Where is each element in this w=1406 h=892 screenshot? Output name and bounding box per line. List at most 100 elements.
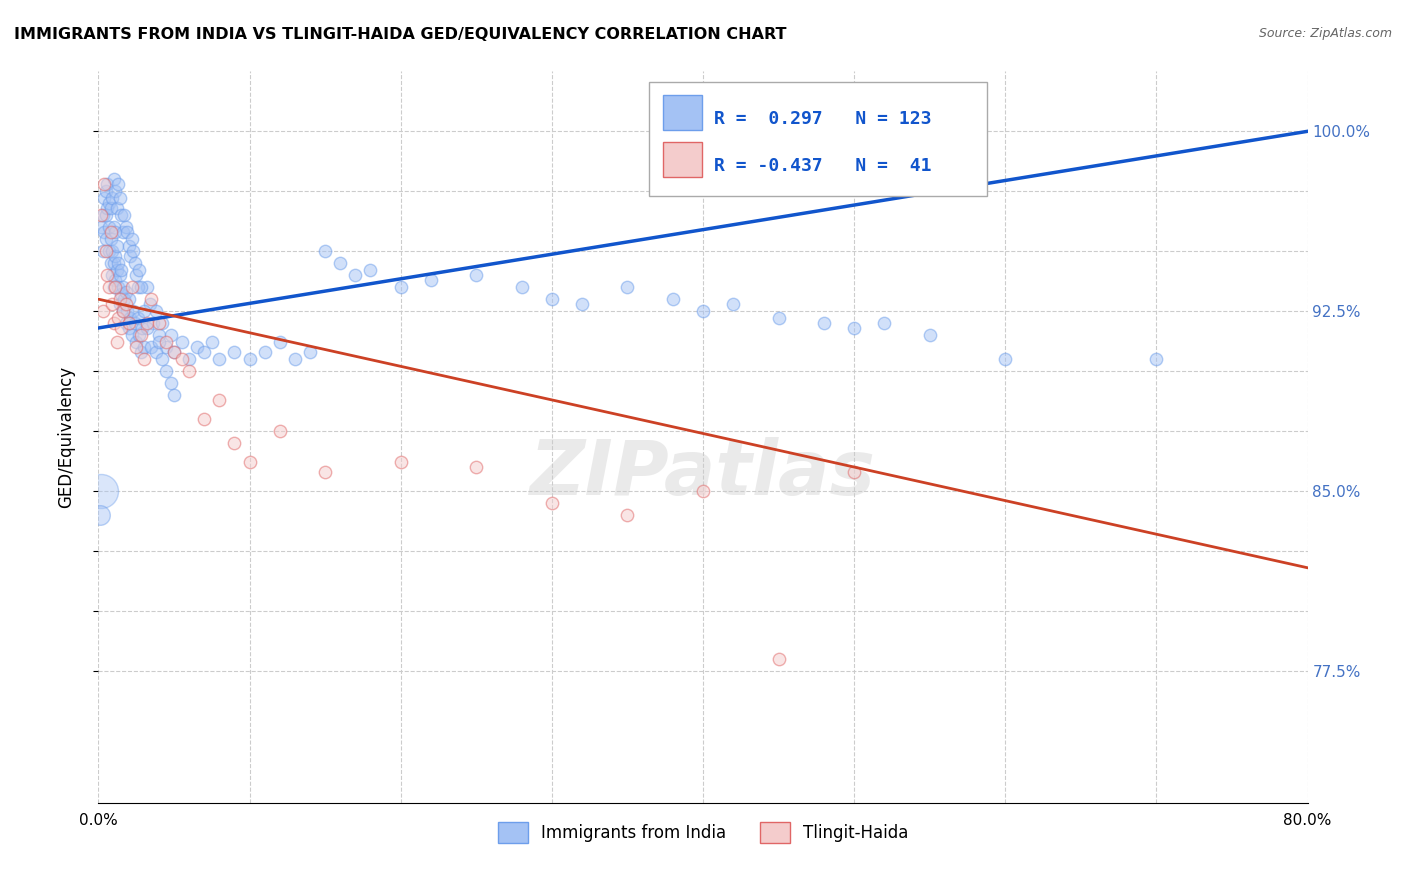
Point <box>314 244 336 259</box>
Point <box>122 304 145 318</box>
Point <box>105 239 128 253</box>
Bar <box>648 82 987 195</box>
Point <box>94 244 117 259</box>
Text: R =  0.297   N = 123: R = 0.297 N = 123 <box>714 110 931 128</box>
Point <box>121 328 143 343</box>
Point <box>101 268 124 283</box>
Point <box>135 280 157 294</box>
Point <box>360 263 382 277</box>
Point <box>107 311 129 326</box>
Point <box>125 340 148 354</box>
Point <box>132 340 155 354</box>
Point <box>108 297 131 311</box>
Point <box>170 335 193 350</box>
Bar <box>664 95 702 130</box>
Point <box>150 316 173 330</box>
Point <box>141 292 163 306</box>
Text: R = -0.437   N =  41: R = -0.437 N = 41 <box>714 157 931 175</box>
Point <box>94 208 117 222</box>
Point <box>269 424 291 438</box>
Point <box>160 328 183 343</box>
Point <box>142 316 165 330</box>
Point <box>98 220 121 235</box>
Point <box>103 316 125 330</box>
Point <box>107 280 129 294</box>
Point <box>155 364 177 378</box>
Point <box>616 280 638 294</box>
Point <box>98 196 121 211</box>
Point <box>111 225 134 239</box>
Point <box>1144 352 1167 367</box>
Point <box>224 345 246 359</box>
Point <box>121 280 143 294</box>
Point <box>510 280 533 294</box>
Point <box>208 352 231 367</box>
Text: ZIPatlas: ZIPatlas <box>530 437 876 510</box>
Point <box>93 177 115 191</box>
Point <box>269 335 291 350</box>
Point <box>129 345 152 359</box>
Point <box>118 292 141 306</box>
Point <box>768 652 790 666</box>
Point <box>91 244 114 259</box>
Point <box>135 321 157 335</box>
Point <box>114 285 136 299</box>
Point <box>105 263 128 277</box>
Point <box>101 244 124 259</box>
Point <box>253 345 276 359</box>
Point <box>100 225 122 239</box>
Point <box>110 208 132 222</box>
Point <box>108 268 131 283</box>
Point <box>135 316 157 330</box>
Point <box>110 321 132 335</box>
Point <box>160 376 183 391</box>
Point <box>571 297 593 311</box>
Point <box>163 388 186 402</box>
Point <box>127 311 149 326</box>
Point <box>139 297 162 311</box>
Point <box>114 316 136 330</box>
Point <box>201 335 224 350</box>
Point <box>96 268 118 283</box>
Point <box>918 328 941 343</box>
Point <box>148 316 170 330</box>
Point <box>163 345 186 359</box>
Point <box>108 292 131 306</box>
Point <box>163 345 186 359</box>
Point <box>120 311 142 326</box>
Point <box>129 280 152 294</box>
Point <box>125 268 148 283</box>
Point <box>465 268 488 283</box>
Point <box>170 352 193 367</box>
Point <box>389 280 412 294</box>
Point <box>100 201 122 215</box>
Point <box>112 292 135 306</box>
Point <box>132 352 155 367</box>
Point <box>118 316 141 330</box>
Point <box>104 273 127 287</box>
Point <box>420 273 443 287</box>
Point <box>90 220 112 235</box>
Point <box>127 280 149 294</box>
Point <box>129 328 152 343</box>
Point <box>103 172 125 186</box>
Point <box>344 268 367 283</box>
Point <box>105 335 128 350</box>
Point <box>148 328 170 343</box>
Point <box>110 287 132 301</box>
Point <box>100 232 122 246</box>
Point <box>239 455 262 469</box>
Point <box>115 225 138 239</box>
Bar <box>664 143 702 178</box>
Point <box>284 352 307 367</box>
Point <box>329 256 352 270</box>
Point <box>98 280 121 294</box>
Point <box>141 340 163 354</box>
Point <box>94 232 117 246</box>
Point <box>125 335 148 350</box>
Point <box>193 412 215 426</box>
Point <box>692 483 714 498</box>
Point <box>103 280 125 294</box>
Point <box>540 496 562 510</box>
Point <box>179 352 201 367</box>
